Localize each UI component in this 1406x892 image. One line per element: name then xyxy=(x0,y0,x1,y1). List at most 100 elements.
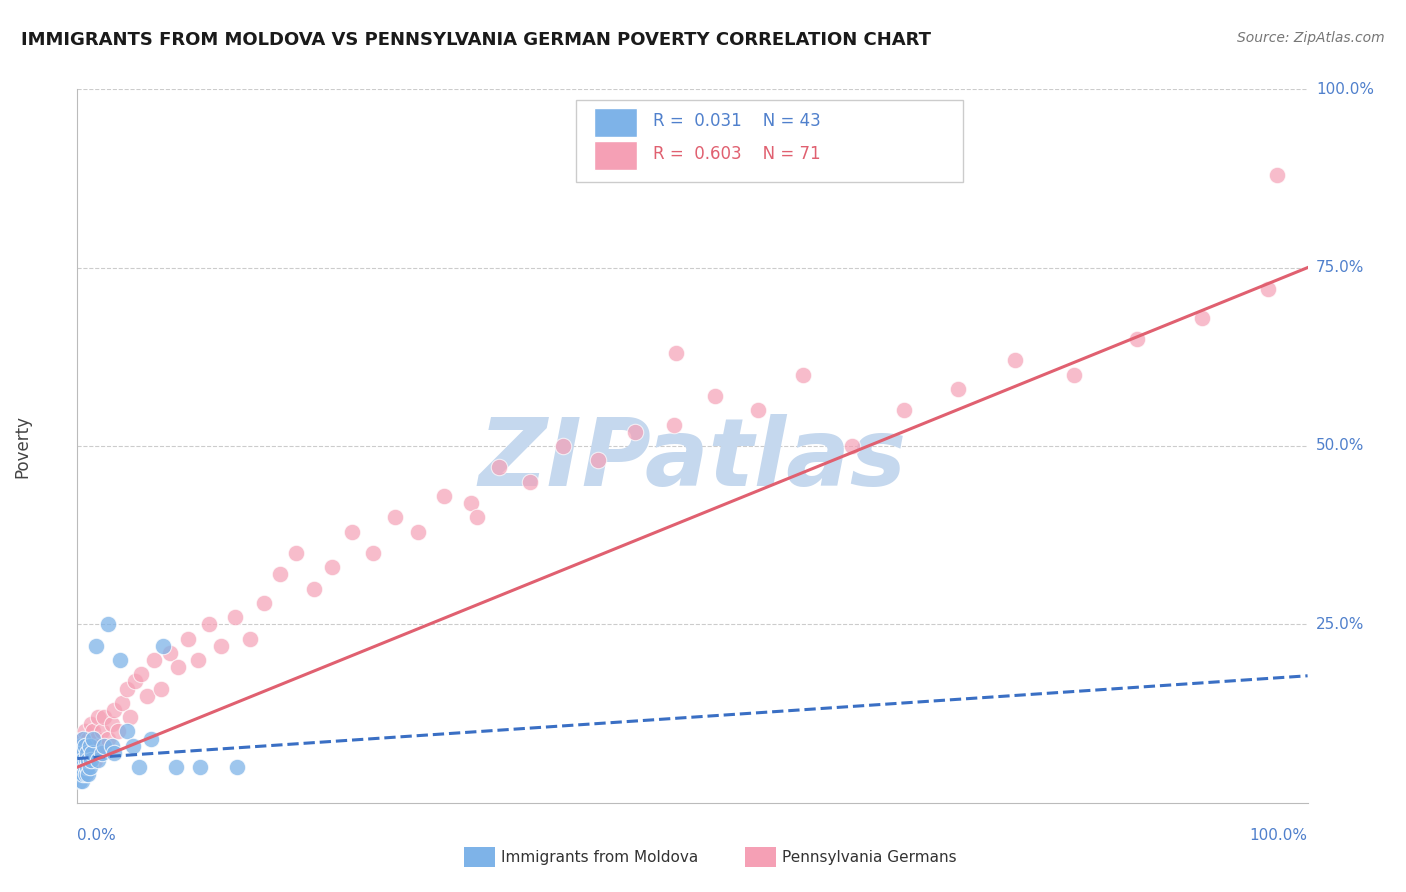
Point xyxy=(101,739,124,753)
Point xyxy=(226,760,249,774)
Point xyxy=(70,731,93,746)
Point xyxy=(586,453,609,467)
Text: 100.0%: 100.0% xyxy=(1316,82,1374,96)
Point xyxy=(623,425,645,439)
Point xyxy=(76,746,98,760)
Point xyxy=(1125,332,1147,346)
Point xyxy=(67,767,90,781)
Text: Immigrants from Moldova: Immigrants from Moldova xyxy=(501,850,697,864)
Point xyxy=(69,746,91,760)
Point xyxy=(128,760,150,774)
Point xyxy=(553,439,575,453)
Point xyxy=(302,582,325,596)
Point xyxy=(111,696,132,710)
Point xyxy=(1191,310,1213,325)
Point xyxy=(361,546,384,560)
Point xyxy=(83,753,105,767)
Point xyxy=(948,382,970,396)
Point xyxy=(101,717,124,731)
Text: Poverty: Poverty xyxy=(13,415,31,477)
Text: Source: ZipAtlas.com: Source: ZipAtlas.com xyxy=(1237,31,1385,45)
Point xyxy=(84,639,107,653)
Point xyxy=(73,724,96,739)
Text: IMMIGRANTS FROM MOLDOVA VS PENNSYLVANIA GERMAN POVERTY CORRELATION CHART: IMMIGRANTS FROM MOLDOVA VS PENNSYLVANIA … xyxy=(21,31,931,49)
Point xyxy=(89,739,111,753)
Point xyxy=(70,753,93,767)
Point xyxy=(87,753,110,767)
Point xyxy=(73,760,96,774)
Point xyxy=(69,774,91,789)
Point xyxy=(70,767,93,781)
Point xyxy=(93,710,115,724)
Point xyxy=(82,724,104,739)
Point xyxy=(167,660,190,674)
Point xyxy=(321,560,343,574)
Point xyxy=(198,617,221,632)
Point xyxy=(79,760,101,774)
Point xyxy=(77,767,100,781)
Point xyxy=(124,674,146,689)
Point xyxy=(141,731,163,746)
Point xyxy=(188,760,212,774)
Point xyxy=(76,760,98,774)
Point xyxy=(77,753,100,767)
Text: 0.0%: 0.0% xyxy=(77,828,117,843)
Point xyxy=(165,760,187,774)
Point xyxy=(80,753,103,767)
Point xyxy=(665,346,688,360)
Point xyxy=(90,746,114,760)
Point xyxy=(142,653,165,667)
Point xyxy=(893,403,915,417)
Point xyxy=(82,739,104,753)
Point xyxy=(82,746,104,760)
Point xyxy=(84,731,107,746)
Point xyxy=(1004,353,1026,368)
Text: 25.0%: 25.0% xyxy=(1316,617,1364,632)
Text: 50.0%: 50.0% xyxy=(1316,439,1364,453)
Point xyxy=(75,739,97,753)
Point xyxy=(150,681,173,696)
Point xyxy=(103,746,125,760)
Text: ZIPatlas: ZIPatlas xyxy=(478,414,907,507)
Point xyxy=(72,731,94,746)
Point xyxy=(70,774,93,789)
Point xyxy=(69,760,91,774)
Point xyxy=(75,767,97,781)
Point xyxy=(82,731,104,746)
Point xyxy=(269,567,291,582)
Point xyxy=(75,753,97,767)
Point xyxy=(73,739,96,753)
Point xyxy=(1063,368,1085,382)
Text: 75.0%: 75.0% xyxy=(1316,260,1364,275)
FancyBboxPatch shape xyxy=(575,100,963,182)
Point xyxy=(115,724,138,739)
Bar xyxy=(595,109,637,137)
Point xyxy=(1265,168,1288,182)
Point xyxy=(384,510,406,524)
Point xyxy=(80,717,103,731)
Point xyxy=(70,746,93,760)
Point xyxy=(177,632,200,646)
Text: R =  0.031    N = 43: R = 0.031 N = 43 xyxy=(654,112,821,130)
Point xyxy=(93,739,115,753)
Point xyxy=(110,653,132,667)
Point xyxy=(129,667,153,681)
Point xyxy=(70,739,93,753)
Point xyxy=(460,496,482,510)
Point xyxy=(465,510,488,524)
Point xyxy=(97,731,120,746)
Point xyxy=(239,632,262,646)
Point xyxy=(120,710,142,724)
Point xyxy=(72,746,94,760)
Point xyxy=(519,475,541,489)
Point xyxy=(69,739,91,753)
Bar xyxy=(595,141,637,169)
Point xyxy=(97,617,120,632)
Point xyxy=(747,403,769,417)
Point xyxy=(285,546,308,560)
Point xyxy=(67,753,90,767)
Point xyxy=(159,646,181,660)
Point xyxy=(79,746,101,760)
Point xyxy=(253,596,276,610)
Point xyxy=(103,703,125,717)
